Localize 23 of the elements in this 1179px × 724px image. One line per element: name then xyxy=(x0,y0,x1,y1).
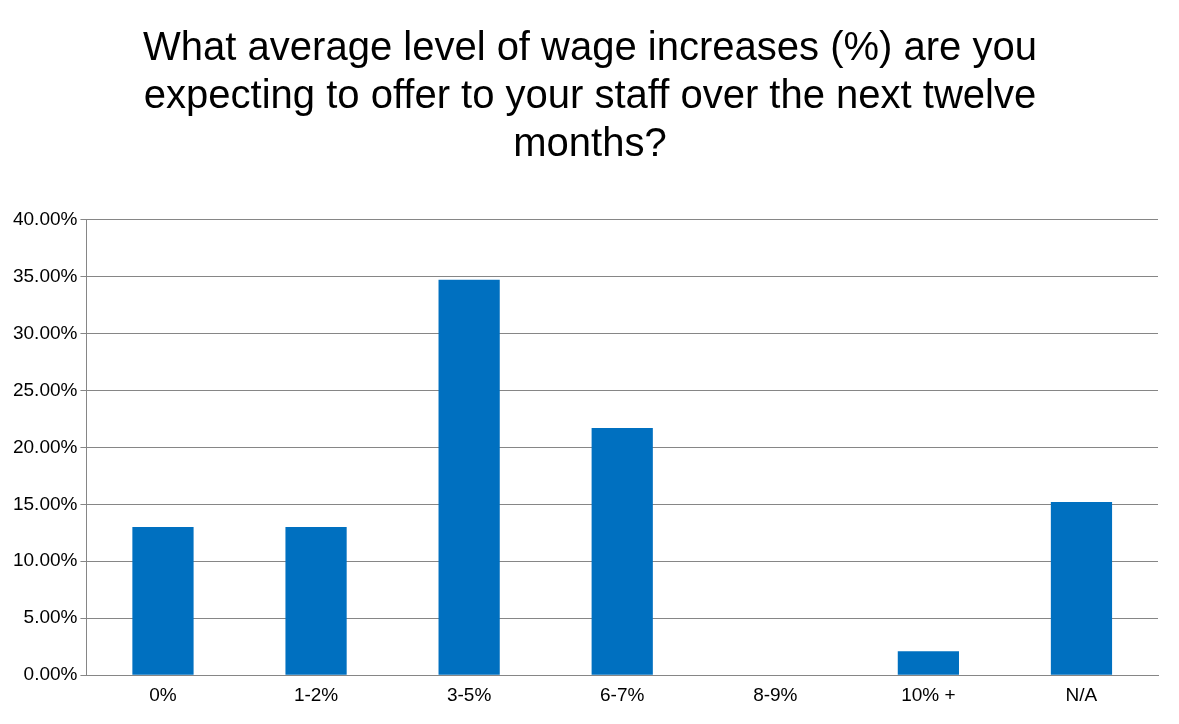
bar xyxy=(438,279,500,675)
y-tick-label: 35.00% xyxy=(12,264,78,286)
bar xyxy=(1050,502,1113,675)
x-tick-label: 1-2% xyxy=(293,683,339,705)
y-tick-label: 20.00% xyxy=(12,435,78,457)
x-tick-label: 6-7% xyxy=(600,683,645,705)
x-tick-label: N/A xyxy=(1065,683,1098,705)
x-tick-label: 10% + xyxy=(901,683,956,705)
bar xyxy=(285,527,347,675)
y-tick-label: 30.00% xyxy=(12,321,78,343)
x-tick-label: 3-5% xyxy=(446,683,492,705)
x-tick-label: 8-9% xyxy=(753,683,798,705)
y-tick-label: 0.00% xyxy=(23,663,78,685)
y-tick-label: 10.00% xyxy=(12,549,78,571)
y-tick-label: 15.00% xyxy=(12,492,78,514)
bar xyxy=(132,527,194,675)
y-tick-label: 40.00% xyxy=(12,207,78,229)
x-tick-label: 0% xyxy=(149,683,177,705)
bar xyxy=(897,651,959,675)
y-tick-label: 5.00% xyxy=(23,606,78,628)
bar xyxy=(591,427,653,675)
chart-title: What average level of wage increases (%) are you expecting to offer to your staff over the next twelve months? xyxy=(142,23,1038,166)
y-tick-label: 25.00% xyxy=(12,378,78,400)
